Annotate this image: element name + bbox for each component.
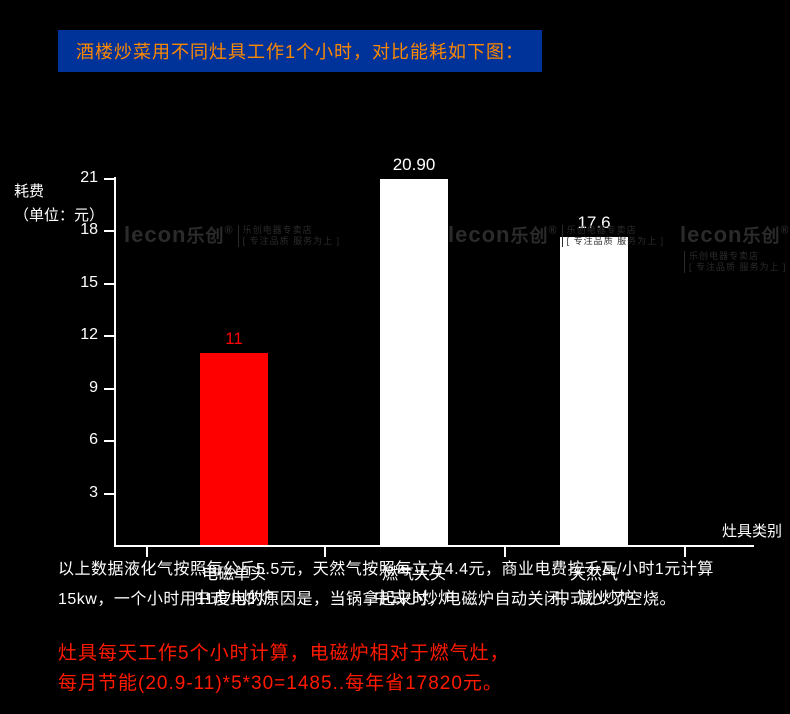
bar [200, 353, 268, 546]
y-axis-line [114, 177, 116, 547]
y-tick [104, 230, 116, 232]
bar-chart: 耗费 （单位：元） 36912151821 1120.9017.6 电磁单头中式… [0, 85, 790, 505]
y-tick-label: 9 [62, 379, 98, 397]
bar-value-label: 11 [225, 329, 243, 349]
x-axis-line [114, 545, 754, 547]
footnote-l2: 15kw，一个小时用11度电的原因是，当锅拿起来时，电磁炉自动关闭，减少了空烧。 [58, 591, 676, 608]
y-tick [104, 335, 116, 337]
conclusion-l2: 每月节能(20.9-11)*5*30=1485..每年省17820元。 [58, 673, 503, 694]
y-tick [104, 388, 116, 390]
y-tick [104, 178, 116, 180]
y-tick-label: 15 [62, 274, 98, 292]
y-tick-label: 3 [62, 484, 98, 502]
y-tick [104, 440, 116, 442]
watermark: lecon乐创®乐创电器专卖店[ 专注品质 服务为上 ] [448, 222, 664, 248]
y-tick-label: 6 [62, 431, 98, 449]
bar [560, 237, 628, 545]
y-tick-label: 12 [62, 326, 98, 344]
y-tick-label: 18 [62, 221, 98, 239]
y-tick-label: 21 [62, 169, 98, 187]
bar [380, 179, 448, 545]
y-tick [104, 283, 116, 285]
bar-value-label: 17.6 [577, 213, 610, 233]
y-axis-title-l1: 耗费 [14, 183, 44, 200]
title-banner: 酒楼炒菜用不同灶具工作1个小时，对比能耗如下图： [58, 30, 542, 72]
conclusion-l1: 灶具每天工作5个小时计算，电磁炉相对于燃气灶， [58, 643, 510, 664]
footnote: 以上数据液化气按照每公斤5.5元，天然气按照每立方4.4元，商业电费按千瓦/小时… [58, 555, 758, 614]
x-axis-title: 灶具类别 [722, 520, 782, 541]
footnote-l1: 以上数据液化气按照每公斤5.5元，天然气按照每立方4.4元，商业电费按千瓦/小时… [58, 561, 714, 578]
watermark: lecon乐创®乐创电器专卖店[ 专注品质 服务为上 ] [124, 222, 340, 248]
watermark: lecon乐创®乐创电器专卖店[ 专注品质 服务为上 ] [680, 222, 790, 274]
bar-value-label: 20.90 [393, 155, 436, 175]
conclusion: 灶具每天工作5个小时计算，电磁炉相对于燃气灶， 每月节能(20.9-11)*5*… [58, 639, 758, 700]
y-tick [104, 493, 116, 495]
